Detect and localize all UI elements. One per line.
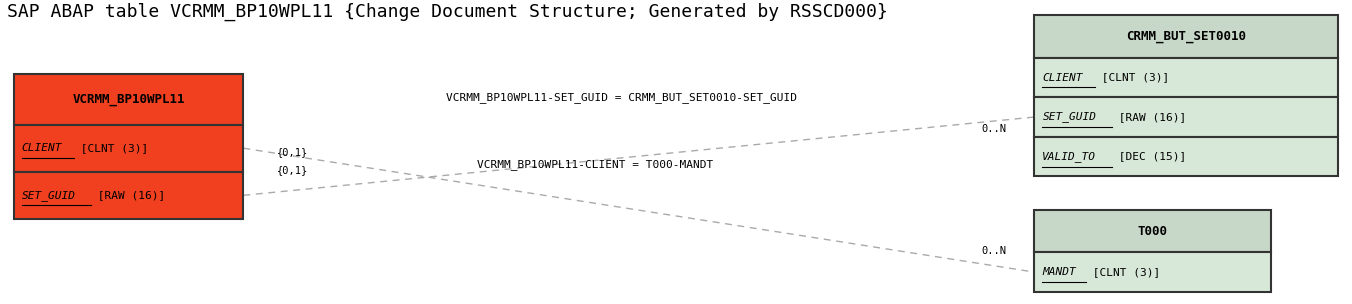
Text: {0,1}: {0,1}: [277, 165, 308, 175]
Text: [RAW (16)]: [RAW (16)]: [92, 190, 165, 200]
Text: VCRMM_BP10WPL11-CLIENT = T000-MANDT: VCRMM_BP10WPL11-CLIENT = T000-MANDT: [477, 159, 713, 170]
Text: T000: T000: [1137, 225, 1168, 237]
Bar: [1034, 210, 1271, 252]
Text: MANDT: MANDT: [1042, 267, 1076, 277]
Text: SET_GUID: SET_GUID: [22, 190, 76, 201]
Text: VCRMM_BP10WPL11-SET_GUID = CRMM_BUT_SET0010-SET_GUID: VCRMM_BP10WPL11-SET_GUID = CRMM_BUT_SET0…: [446, 92, 798, 103]
Bar: [1034, 97, 1338, 137]
Text: [RAW (16)]: [RAW (16)]: [1113, 112, 1186, 122]
Bar: [1034, 137, 1338, 176]
Text: [CLNT (3)]: [CLNT (3)]: [1086, 267, 1160, 277]
Bar: [1034, 252, 1271, 292]
Text: CLIENT: CLIENT: [1042, 73, 1083, 82]
Text: VCRMM_BP10WPL11: VCRMM_BP10WPL11: [72, 93, 185, 106]
Text: [CLNT (3)]: [CLNT (3)]: [1095, 73, 1169, 82]
Text: [CLNT (3)]: [CLNT (3)]: [74, 143, 149, 153]
Text: {0,1}: {0,1}: [277, 147, 308, 157]
Bar: [14, 125, 243, 172]
Bar: [1034, 15, 1338, 58]
Text: VALID_TO: VALID_TO: [1042, 151, 1096, 162]
Bar: [14, 74, 243, 125]
Bar: [14, 172, 243, 219]
Text: CRMM_BUT_SET0010: CRMM_BUT_SET0010: [1126, 30, 1247, 43]
Text: SET_GUID: SET_GUID: [1042, 112, 1096, 123]
Bar: [1034, 58, 1338, 97]
Text: 0..N: 0..N: [982, 124, 1006, 134]
Text: [DEC (15)]: [DEC (15)]: [1113, 152, 1186, 161]
Text: 0..N: 0..N: [982, 246, 1006, 256]
Text: SAP ABAP table VCRMM_BP10WPL11 {Change Document Structure; Generated by RSSCD000: SAP ABAP table VCRMM_BP10WPL11 {Change D…: [7, 3, 888, 21]
Text: CLIENT: CLIENT: [22, 143, 62, 153]
